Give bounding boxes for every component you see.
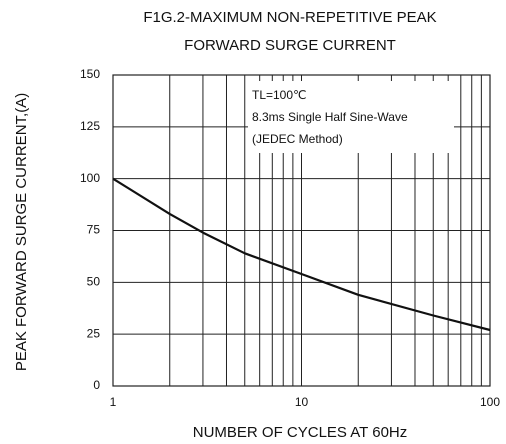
y-axis-label: PEAK FORWARD SURGE CURRENT,(A) [13, 93, 30, 371]
chart-title: F1G.2-MAXIMUM NON-REPETITIVE PEAK [143, 9, 436, 26]
y-tick-label: 0 [93, 378, 100, 392]
plot-frame [112, 74, 491, 387]
y-tick-label: 125 [80, 119, 100, 133]
x-axis-label: NUMBER OF CYCLES AT 60Hz [193, 424, 408, 441]
y-tick-label: 150 [80, 67, 100, 81]
annotation: 8.3ms Single Half Sine-Wave [252, 110, 408, 124]
annotation: TL=100℃ [252, 88, 307, 102]
y-tick-label: 25 [87, 326, 101, 340]
x-tick-label: 1 [110, 395, 117, 409]
annotation-box [248, 81, 454, 153]
x-tick-label: 10 [295, 395, 309, 409]
x-tick-label: 100 [480, 395, 500, 409]
y-tick-label: 50 [87, 275, 101, 289]
chart-title: FORWARD SURGE CURRENT [184, 37, 396, 54]
y-tick-label: 75 [87, 223, 101, 237]
annotation: (JEDEC Method) [252, 132, 343, 146]
curve [112, 177, 491, 332]
y-tick-label: 100 [80, 171, 100, 185]
